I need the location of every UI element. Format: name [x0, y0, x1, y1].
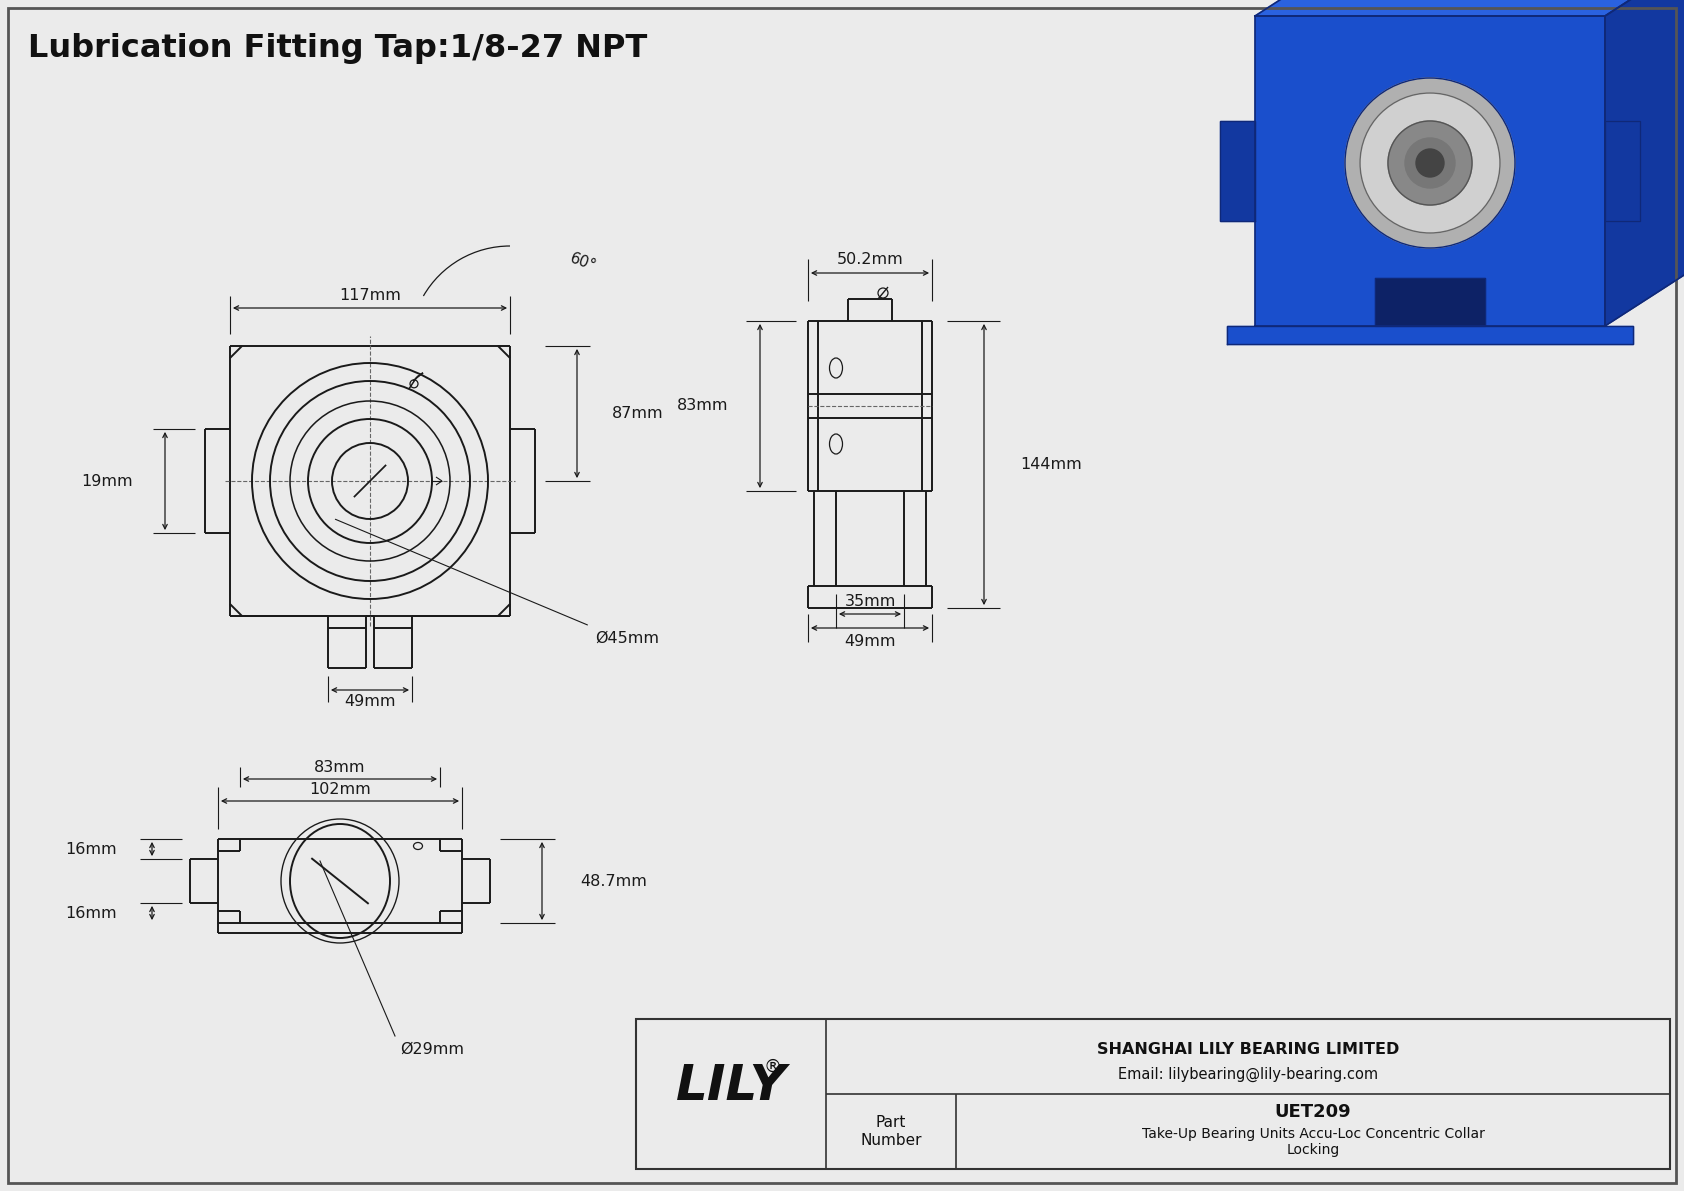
Text: Ø29mm: Ø29mm — [401, 1042, 465, 1056]
Text: UET209: UET209 — [1275, 1103, 1351, 1121]
Text: Ø45mm: Ø45mm — [594, 631, 658, 646]
Text: 49mm: 49mm — [844, 634, 896, 649]
Text: 50.2mm: 50.2mm — [837, 252, 903, 268]
Text: Email: lilybearing@lily-bearing.com: Email: lilybearing@lily-bearing.com — [1118, 1067, 1378, 1083]
Polygon shape — [1255, 0, 1684, 15]
Text: LILY: LILY — [675, 1062, 786, 1110]
Text: 16mm: 16mm — [66, 842, 116, 856]
Text: 49mm: 49mm — [344, 694, 396, 710]
Text: 102mm: 102mm — [310, 781, 370, 797]
Text: 117mm: 117mm — [338, 288, 401, 304]
Text: ®: ® — [765, 1058, 781, 1075]
Text: 83mm: 83mm — [677, 399, 727, 413]
Text: 19mm: 19mm — [81, 474, 133, 488]
Polygon shape — [1605, 0, 1684, 326]
Text: 16mm: 16mm — [66, 905, 116, 921]
Polygon shape — [1228, 326, 1633, 344]
Polygon shape — [1605, 121, 1640, 222]
Text: 48.7mm: 48.7mm — [579, 873, 647, 888]
Text: 87mm: 87mm — [611, 406, 663, 420]
Circle shape — [1346, 77, 1516, 248]
Circle shape — [1416, 149, 1443, 177]
Text: Part
Number: Part Number — [861, 1115, 921, 1148]
Text: 60°: 60° — [568, 250, 598, 274]
Bar — [637, 1019, 1671, 1170]
Circle shape — [1404, 138, 1455, 188]
Text: 83mm: 83mm — [315, 760, 365, 774]
Text: 35mm: 35mm — [844, 594, 896, 610]
Circle shape — [1361, 93, 1500, 233]
Text: SHANGHAI LILY BEARING LIMITED: SHANGHAI LILY BEARING LIMITED — [1096, 1041, 1399, 1056]
Polygon shape — [1255, 15, 1605, 326]
Polygon shape — [1376, 278, 1485, 326]
Text: 144mm: 144mm — [1021, 457, 1081, 472]
Text: Take-Up Bearing Units Accu-Loc Concentric Collar
Locking: Take-Up Bearing Units Accu-Loc Concentri… — [1142, 1127, 1484, 1158]
Polygon shape — [1219, 121, 1255, 222]
Circle shape — [1388, 121, 1472, 205]
Text: Lubrication Fitting Tap:1/8-27 NPT: Lubrication Fitting Tap:1/8-27 NPT — [29, 33, 647, 64]
